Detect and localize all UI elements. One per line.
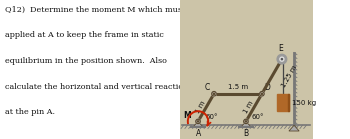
Text: 1.5 m: 1.5 m bbox=[228, 84, 248, 90]
Text: calculate the horizontal and vertical reaction: calculate the horizontal and vertical re… bbox=[5, 83, 188, 91]
Text: applied at A to keep the frame in static: applied at A to keep the frame in static bbox=[5, 31, 163, 39]
Text: M: M bbox=[183, 111, 191, 120]
Text: A: A bbox=[196, 129, 201, 138]
Text: 1 m: 1 m bbox=[194, 100, 206, 115]
Text: 150 kg: 150 kg bbox=[292, 100, 316, 106]
Text: D: D bbox=[264, 84, 270, 92]
Polygon shape bbox=[289, 125, 299, 131]
Text: equilibrium in the position shown.  Also: equilibrium in the position shown. Also bbox=[5, 57, 166, 65]
Circle shape bbox=[260, 91, 264, 96]
Circle shape bbox=[212, 91, 216, 96]
Circle shape bbox=[281, 59, 282, 60]
Circle shape bbox=[244, 119, 248, 124]
Text: Q12)  Determine the moment M which must be: Q12) Determine the moment M which must b… bbox=[5, 6, 197, 14]
Circle shape bbox=[261, 93, 262, 94]
Text: B: B bbox=[244, 129, 249, 138]
Circle shape bbox=[196, 119, 200, 124]
Text: at the pin A.: at the pin A. bbox=[5, 108, 55, 116]
Circle shape bbox=[277, 54, 287, 64]
Text: C: C bbox=[205, 84, 210, 92]
Polygon shape bbox=[241, 121, 251, 127]
Circle shape bbox=[214, 93, 215, 94]
Circle shape bbox=[197, 121, 199, 122]
Polygon shape bbox=[181, 0, 313, 139]
Bar bbox=[277, 94, 289, 111]
Text: 60°: 60° bbox=[251, 115, 264, 121]
Circle shape bbox=[245, 121, 247, 122]
Text: E: E bbox=[278, 44, 283, 53]
Circle shape bbox=[280, 57, 284, 61]
Polygon shape bbox=[288, 94, 289, 111]
Text: 1.25 m: 1.25 m bbox=[281, 64, 298, 89]
Text: 60°: 60° bbox=[205, 115, 218, 121]
Polygon shape bbox=[193, 121, 203, 127]
Text: 1 m: 1 m bbox=[242, 100, 254, 115]
